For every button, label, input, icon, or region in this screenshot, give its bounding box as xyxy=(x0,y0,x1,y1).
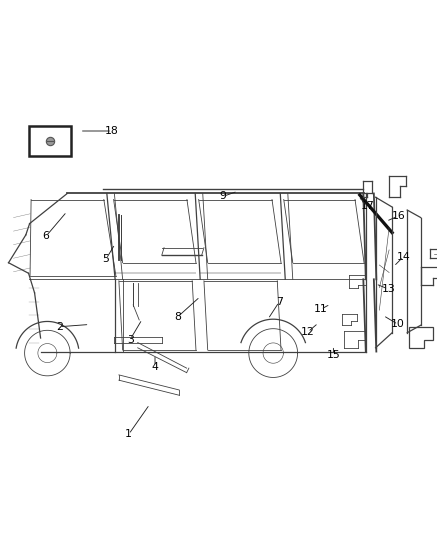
Text: 3: 3 xyxy=(127,335,134,344)
Text: 2: 2 xyxy=(56,322,63,332)
Text: 15: 15 xyxy=(327,350,340,360)
Text: 5: 5 xyxy=(102,254,110,264)
Text: 8: 8 xyxy=(174,312,181,322)
Text: 7: 7 xyxy=(276,297,283,307)
Text: 18: 18 xyxy=(105,126,119,136)
Text: 10: 10 xyxy=(391,319,405,329)
Text: 17: 17 xyxy=(361,201,375,211)
Text: 1: 1 xyxy=(125,430,132,439)
Text: 14: 14 xyxy=(396,252,410,262)
Text: 4: 4 xyxy=(152,361,159,372)
Text: 11: 11 xyxy=(314,304,328,314)
Text: 9: 9 xyxy=(219,191,226,201)
Text: 6: 6 xyxy=(42,231,49,241)
Text: 13: 13 xyxy=(381,284,395,294)
Bar xyxy=(29,126,71,156)
Text: 12: 12 xyxy=(301,327,314,337)
Text: 16: 16 xyxy=(391,211,405,221)
